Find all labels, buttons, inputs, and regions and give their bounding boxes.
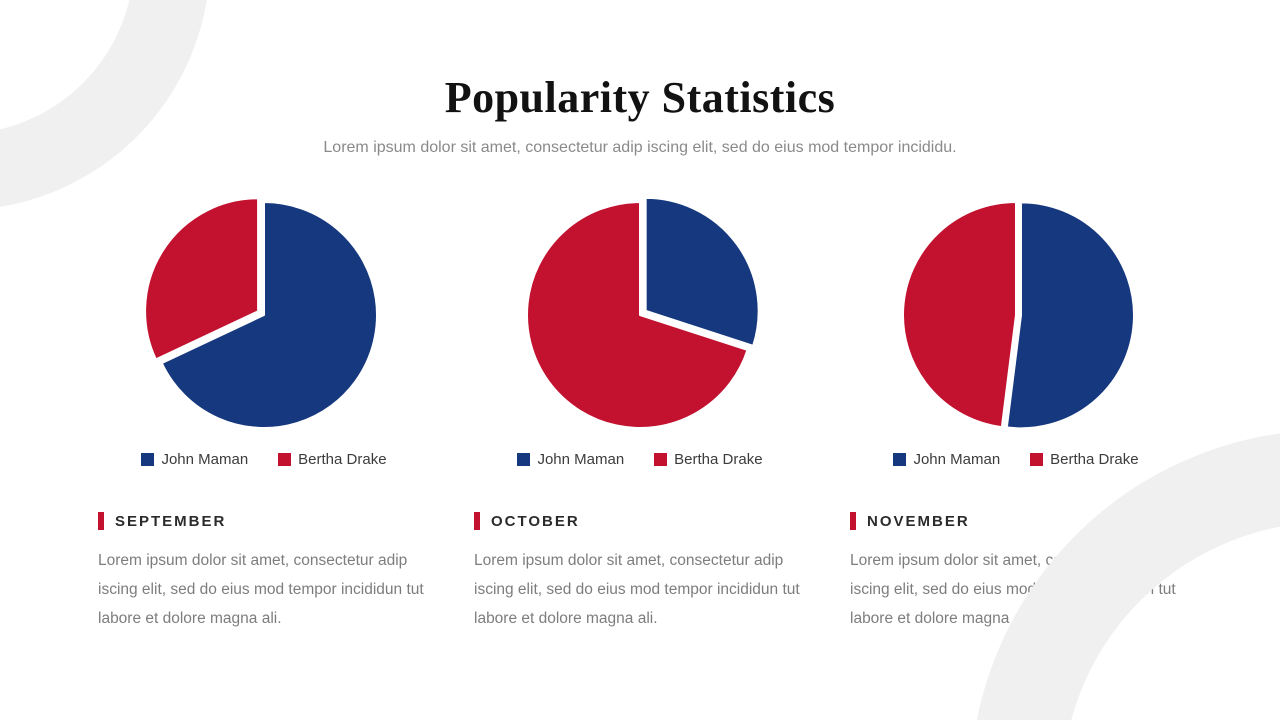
pie-slice-john-maman	[644, 196, 760, 347]
heading-marker-icon	[98, 512, 104, 530]
month-heading-september: SEPTEMBER	[98, 512, 226, 530]
chart-column-november: John Maman Bertha Drake NOVEMBER Lorem i…	[850, 185, 1182, 633]
page-subtitle: Lorem ipsum dolor sit amet, consectetur …	[323, 139, 957, 156]
legend-item-bertha-drake: Bertha Drake	[278, 451, 387, 468]
legend-item-john-maman: John Maman	[517, 451, 624, 468]
chart-column-october: John Maman Bertha Drake OCTOBER Lorem ip…	[474, 185, 806, 633]
legend-item-bertha-drake: Bertha Drake	[654, 451, 763, 468]
month-description-october: Lorem ipsum dolor sit amet, consectetur …	[474, 552, 800, 627]
legend-label-bertha-drake: Bertha Drake	[674, 451, 763, 468]
month-description-september: Lorem ipsum dolor sit amet, consectetur …	[98, 552, 424, 627]
legend-swatch-blue	[141, 453, 155, 466]
page-title: Popularity Statistics	[444, 73, 836, 122]
pie-chart-november	[902, 201, 1135, 430]
charts-row: John Maman Bertha Drake SEPTEMBER Lorem …	[0, 185, 1280, 633]
pie-slice-bertha-drake	[902, 201, 1017, 429]
legend-item-john-maman: John Maman	[141, 451, 248, 468]
legend-swatch-red	[654, 453, 668, 466]
legend-label-john-maman: John Maman	[537, 451, 625, 468]
legend-label-john-maman: John Maman	[913, 451, 1001, 468]
legend-swatch-red	[278, 453, 292, 466]
legend-label-bertha-drake: Bertha Drake	[1050, 451, 1139, 468]
pie-slice-bertha-drake	[144, 197, 260, 361]
legend-swatch-blue	[893, 453, 907, 466]
legend-swatch-blue	[517, 453, 531, 466]
month-label-october: OCTOBER	[491, 512, 580, 530]
heading-marker-icon	[474, 512, 480, 530]
month-heading-october: OCTOBER	[474, 512, 580, 530]
legend-label-bertha-drake: Bertha Drake	[298, 451, 387, 468]
month-heading-november: NOVEMBER	[850, 512, 970, 530]
legend-october: John Maman Bertha Drake	[517, 451, 763, 468]
month-label-september: SEPTEMBER	[115, 512, 227, 530]
legend-label-john-maman: John Maman	[161, 451, 249, 468]
chart-column-september: John Maman Bertha Drake SEPTEMBER Lorem …	[98, 185, 430, 633]
pie-slice-john-maman	[160, 201, 378, 429]
pie-slice-bertha-drake	[526, 201, 749, 429]
legend-november: John Maman Bertha Drake	[893, 451, 1139, 468]
legend-item-bertha-drake: Bertha Drake	[1030, 451, 1139, 468]
pie-chart-october	[526, 196, 760, 429]
heading-marker-icon	[850, 512, 856, 530]
pie-chart-september	[144, 197, 378, 429]
legend-swatch-red	[1030, 453, 1044, 466]
legend-september: John Maman Bertha Drake	[141, 451, 387, 468]
pie-slice-john-maman	[1005, 201, 1135, 430]
month-label-november: NOVEMBER	[867, 512, 970, 530]
legend-item-john-maman: John Maman	[893, 451, 1000, 468]
